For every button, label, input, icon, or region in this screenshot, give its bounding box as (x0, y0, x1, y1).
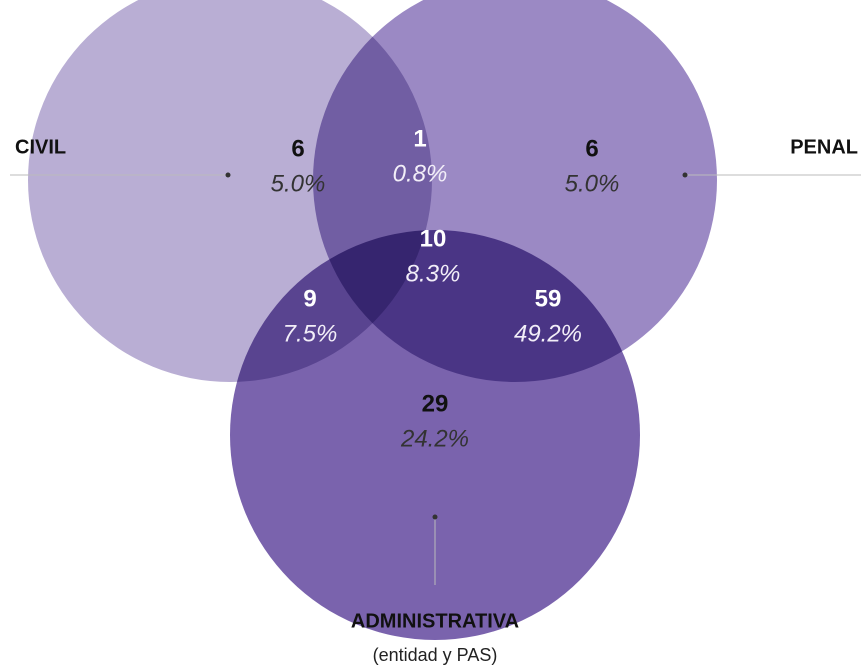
set-dot (432, 514, 438, 520)
set-dot (225, 172, 231, 178)
region-percent: 24.2% (400, 425, 469, 452)
region-percent: 0.8% (393, 160, 448, 187)
region-count: 6 (585, 135, 598, 162)
region-count: 6 (291, 135, 304, 162)
region-percent: 5.0% (271, 170, 326, 197)
region-count: 9 (303, 285, 316, 312)
region-percent: 49.2% (514, 320, 582, 347)
region-percent: 5.0% (565, 170, 620, 197)
region-percent: 8.3% (406, 260, 461, 287)
set-subtitle: (entidad y PAS) (373, 645, 498, 665)
region-percent: 7.5% (283, 320, 338, 347)
region-count: 1 (413, 125, 426, 152)
region-count: 29 (422, 390, 449, 417)
set-label: PENAL (790, 136, 858, 158)
region-count: 10 (420, 225, 447, 252)
set-label: ADMINISTRATIVA (351, 610, 519, 632)
region-count: 59 (535, 285, 562, 312)
set-dot (682, 172, 688, 178)
set-label: CIVIL (15, 136, 66, 158)
set-circle (230, 230, 640, 640)
